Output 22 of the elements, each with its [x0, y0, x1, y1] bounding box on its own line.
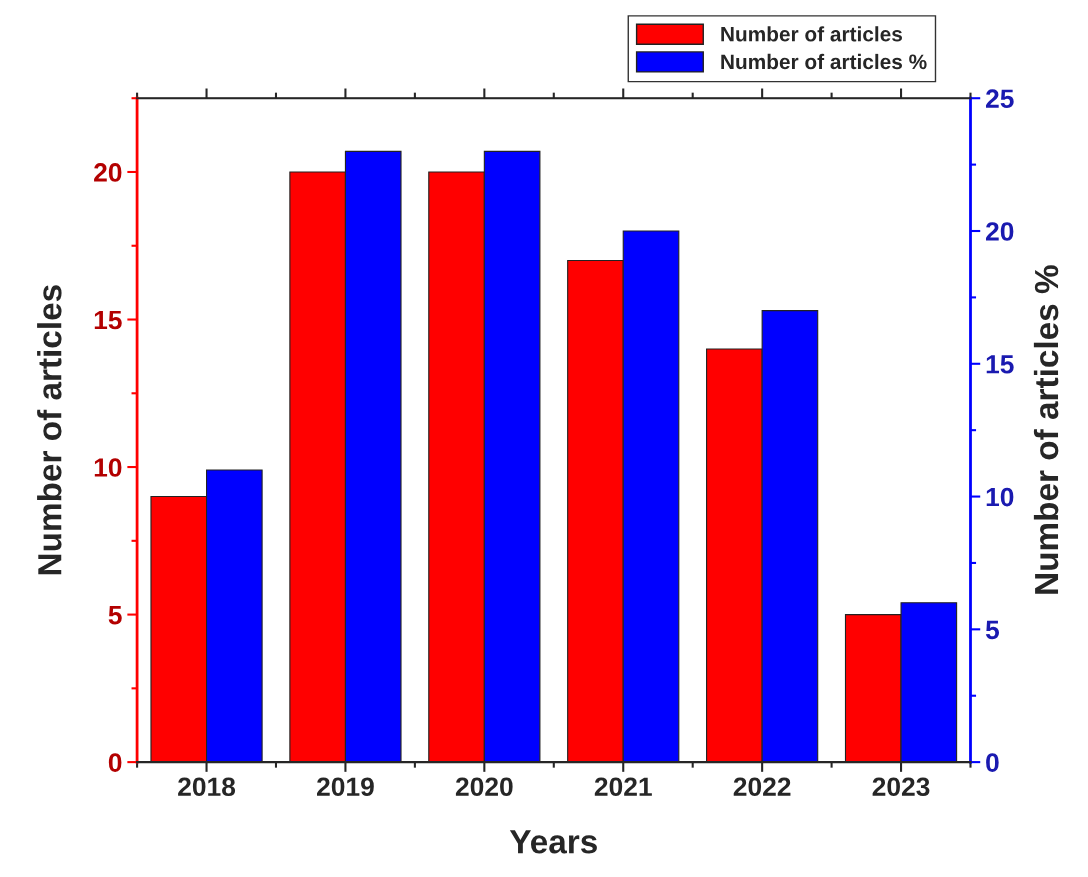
y-tick-label: 10	[94, 458, 122, 477]
x-tick-label: 2020	[455, 777, 513, 797]
y2-tick-label: 5	[985, 620, 1000, 640]
legend-label: Number of articles %	[721, 53, 927, 70]
y2-tick-label: 10	[986, 487, 1014, 507]
x-tick-label: 2018	[178, 777, 236, 797]
y-axis-title: Number of articles	[37, 285, 62, 575]
x-axis-title: Years	[509, 830, 597, 854]
y-tick-label: 20	[94, 163, 122, 182]
x-tick-label: 2022	[733, 777, 791, 797]
y2-tick-label: 25	[985, 89, 1014, 109]
y2-tick-label: 0	[986, 753, 999, 772]
x-tick-label: 2019	[317, 777, 374, 797]
y2-tick-label: 15	[986, 355, 1014, 374]
y-tick-label: 0	[108, 753, 122, 772]
y-tick-label: 15	[94, 310, 122, 330]
legend-label: Number of articles	[721, 26, 902, 42]
y2-axis-title: Number of articles %	[1033, 265, 1059, 594]
x-tick-label: 2023	[872, 777, 930, 797]
x-tick-label: 2021	[594, 777, 652, 797]
y-tick-label: 5	[108, 605, 122, 625]
y2-tick-label: 20	[985, 222, 1014, 241]
